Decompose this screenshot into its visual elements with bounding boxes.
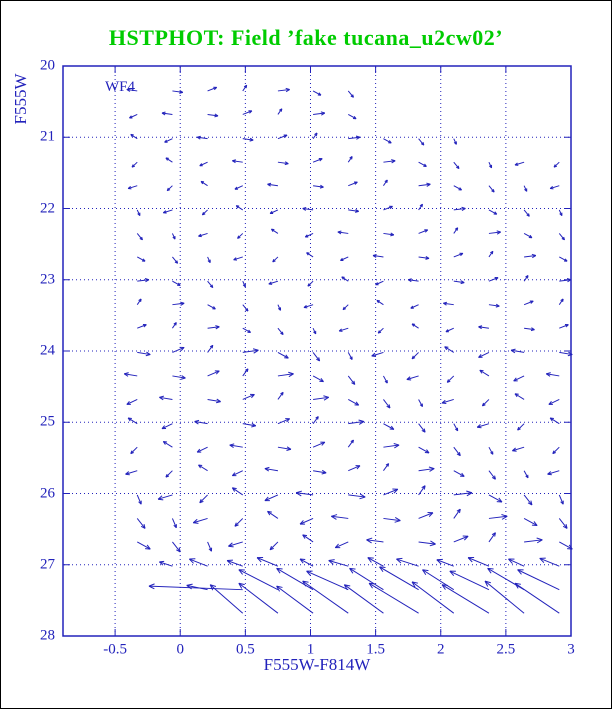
x-tick-label: 0.5 <box>235 641 255 658</box>
y-tick-label: 26 <box>40 485 55 501</box>
y-axis-label: F555W <box>11 73 30 125</box>
y-tick-label: 21 <box>40 128 55 145</box>
y-tick-label: 20 <box>40 57 55 74</box>
y-tick-label: 27 <box>40 556 55 573</box>
y-tick-label: 22 <box>40 200 55 216</box>
chart-title: HSTPHOT: Field ’fake tucana_u2cw02’ <box>108 25 504 50</box>
y-tick-label: 24 <box>40 342 55 359</box>
y-tick-label: 28 <box>40 627 55 644</box>
x-tick-label: 1.5 <box>366 641 385 658</box>
x-tick-label: -0.5 <box>103 641 127 658</box>
x-tick-label: 3 <box>567 641 575 658</box>
y-tick-label: 23 <box>40 271 55 288</box>
x-tick-label: 0 <box>176 641 184 658</box>
field-label: WF4 <box>105 79 135 95</box>
x-tick-label: 2 <box>436 641 445 658</box>
x-axis-label: F555W-F814W <box>263 655 371 674</box>
x-tick-label: 1 <box>306 641 315 658</box>
y-tick-label: 25 <box>40 413 55 430</box>
x-tick-label: 2.5 <box>496 641 516 658</box>
